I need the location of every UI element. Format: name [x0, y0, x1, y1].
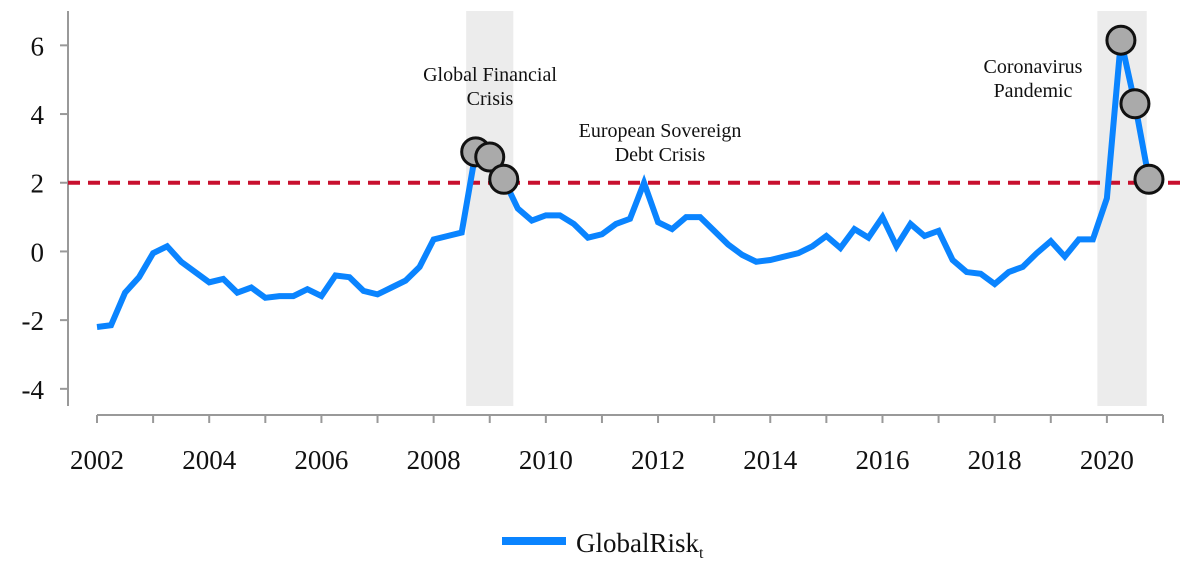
x-tick-label: 2018 [968, 445, 1022, 475]
annotation: European Sovereign [579, 120, 742, 142]
highlight-marker [474, 141, 506, 173]
data-line [96, 39, 1152, 330]
x-tick-label: 2010 [519, 445, 573, 475]
x-tick-label: 2006 [294, 445, 348, 475]
highlight-marker [1133, 163, 1165, 195]
x-tick-label: 2020 [1080, 445, 1134, 475]
x-tick-label: 2008 [407, 445, 461, 475]
y-tick-label: 0 [31, 237, 45, 267]
annotation: Debt Crisis [615, 144, 706, 166]
y-tick-label: -4 [22, 375, 45, 405]
x-tick-label: 2002 [70, 445, 124, 475]
annotation: Crisis [467, 88, 514, 110]
y-tick-label: 6 [31, 31, 45, 61]
legend-name: GlobalRisk [576, 528, 700, 558]
annotation: Pandemic [994, 80, 1073, 102]
y-tick-label: -2 [22, 306, 45, 336]
annotation: Global Financial [423, 64, 557, 86]
legend-label: GlobalRiskt [576, 528, 704, 561]
x-tick-label: 2012 [631, 445, 685, 475]
highlight-marker [1119, 88, 1151, 120]
shaded-range [466, 11, 514, 406]
legend-subscript: t [699, 545, 704, 561]
x-tick-label: 2004 [182, 445, 237, 475]
y-tick-label: 2 [31, 169, 45, 199]
x-tick-label: 2016 [855, 445, 909, 475]
y-tick-label: 4 [31, 100, 45, 130]
highlight-marker [1105, 24, 1137, 56]
annotation: Coronavirus [984, 56, 1083, 78]
x-tick-label: 2014 [743, 445, 798, 475]
highlight-marker [488, 163, 520, 195]
